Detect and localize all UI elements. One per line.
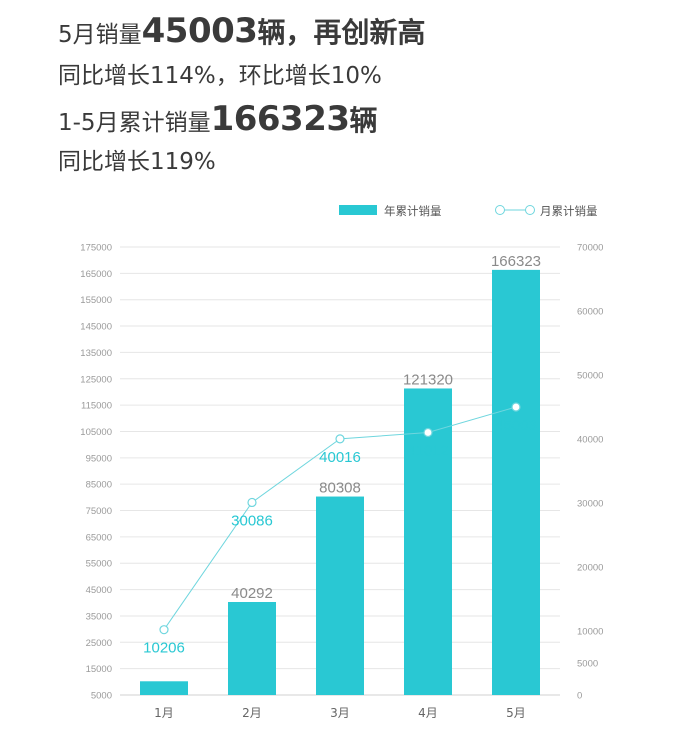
left-axis-tick-label: 55000 <box>86 559 112 570</box>
right-axis-tick-label: 30000 <box>577 499 603 510</box>
line-point <box>423 427 433 438</box>
headline-cumulative-sales: 1-5月累计销量166323辆 <box>58 96 378 142</box>
right-axis-tick-label: 40000 <box>577 435 603 446</box>
line-value-label: 41012 <box>407 443 449 460</box>
category-label: 4月 <box>418 706 438 720</box>
line-point <box>247 497 257 508</box>
headline-record-high: 再创新高 <box>313 16 426 49</box>
bar-value-label: 80308 <box>319 480 361 497</box>
headline-monthly-sales: 5月销量45003辆，再创新高 <box>58 8 425 54</box>
right-axis-tick-label: 5000 <box>577 659 598 670</box>
right-axis-tick-label: 50000 <box>577 371 603 382</box>
line-data-labels: 10206 30086 40016 41012 45003 <box>143 417 537 657</box>
left-axis-tick-label: 75000 <box>86 506 112 517</box>
legend-bar-label: 年累计销量 <box>384 204 442 218</box>
category-label: 3月 <box>330 706 350 720</box>
bar <box>492 269 540 695</box>
line-value-label: 10206 <box>143 640 185 657</box>
left-axis-tick-label: 125000 <box>80 374 112 385</box>
bar <box>228 601 276 695</box>
headline-cumulative-growth: 同比增长119% <box>58 149 216 175</box>
left-axis-tick-label: 105000 <box>80 427 112 438</box>
headline-cumulative-unit: 辆 <box>349 104 378 137</box>
left-axis-tick-label: 85000 <box>86 480 112 491</box>
headline-monthly-number: 45003 <box>141 11 258 51</box>
legend-bar-swatch <box>339 205 377 215</box>
grid-lines <box>120 246 560 696</box>
legend: 年累计销量 月累计销量 <box>339 204 598 218</box>
right-axis-ticks: 0 5000 10000 20000 30000 40000 50000 60000 70000 <box>577 243 603 702</box>
headline-cumulative-prefix: 1-5月累计销量 <box>58 110 211 136</box>
category-label: 1月 <box>154 706 174 720</box>
bar-data-labels: 40292 80308 121320 166323 <box>231 253 541 602</box>
left-axis-tick-label: 135000 <box>80 348 112 359</box>
left-axis-tick-label: 95000 <box>86 453 112 464</box>
bar <box>316 496 364 695</box>
left-axis-tick-label: 145000 <box>80 322 112 333</box>
right-axis-tick-label: 20000 <box>577 563 603 574</box>
bar-series <box>140 269 540 695</box>
legend-line-marker-right <box>525 205 535 215</box>
left-axis-tick-label: 25000 <box>86 638 112 649</box>
headline-monthly-unit: 辆， <box>257 16 314 49</box>
right-axis-tick-label: 70000 <box>577 243 603 254</box>
left-axis-tick-label: 5000 <box>91 691 112 702</box>
legend-line-marker-left <box>495 205 505 215</box>
category-label: 5月 <box>506 706 526 720</box>
legend-line-label: 月累计销量 <box>540 204 598 218</box>
left-axis-tick-label: 115000 <box>81 401 112 412</box>
right-axis-tick-label: 0 <box>577 691 582 702</box>
line-value-label: 40016 <box>319 449 361 466</box>
left-axis-tick-label: 165000 <box>80 269 112 280</box>
bar <box>404 388 452 695</box>
left-axis-tick-label: 175000 <box>80 243 112 254</box>
bar <box>140 681 188 695</box>
bar-value-label: 121320 <box>403 371 453 388</box>
left-axis-tick-label: 155000 <box>80 295 112 306</box>
bar-value-label: 166323 <box>491 253 541 270</box>
bar-value-label: 40292 <box>231 585 273 602</box>
line-value-label: 30086 <box>231 512 273 529</box>
left-axis-tick-label: 45000 <box>86 585 112 596</box>
left-axis-tick-label: 15000 <box>86 664 112 675</box>
right-axis-tick-label: 60000 <box>577 307 603 318</box>
line-point <box>159 625 169 635</box>
left-axis-tick-label: 35000 <box>86 611 112 622</box>
line-series <box>159 402 521 635</box>
headline-monthly-growth: 同比增长114%，环比增长10% <box>58 63 382 89</box>
category-label: 2月 <box>242 706 262 720</box>
sales-chart: 5000 15000 25000 35000 45000 55000 65000 75000 8… <box>80 204 603 720</box>
left-axis-tick-label: 65000 <box>86 532 112 543</box>
line-value-label: 45003 <box>495 417 537 434</box>
headline-cumulative-number: 166323 <box>210 99 350 139</box>
headline-monthly-prefix: 5月销量 <box>58 22 142 48</box>
right-axis-tick-label: 10000 <box>577 627 603 638</box>
line-point <box>335 434 345 444</box>
left-axis-ticks: 5000 15000 25000 35000 45000 55000 65000 75000 8… <box>80 243 112 702</box>
line-point <box>511 402 521 412</box>
category-axis-labels: 1月 2月 3月 4月 5月 <box>154 706 526 720</box>
